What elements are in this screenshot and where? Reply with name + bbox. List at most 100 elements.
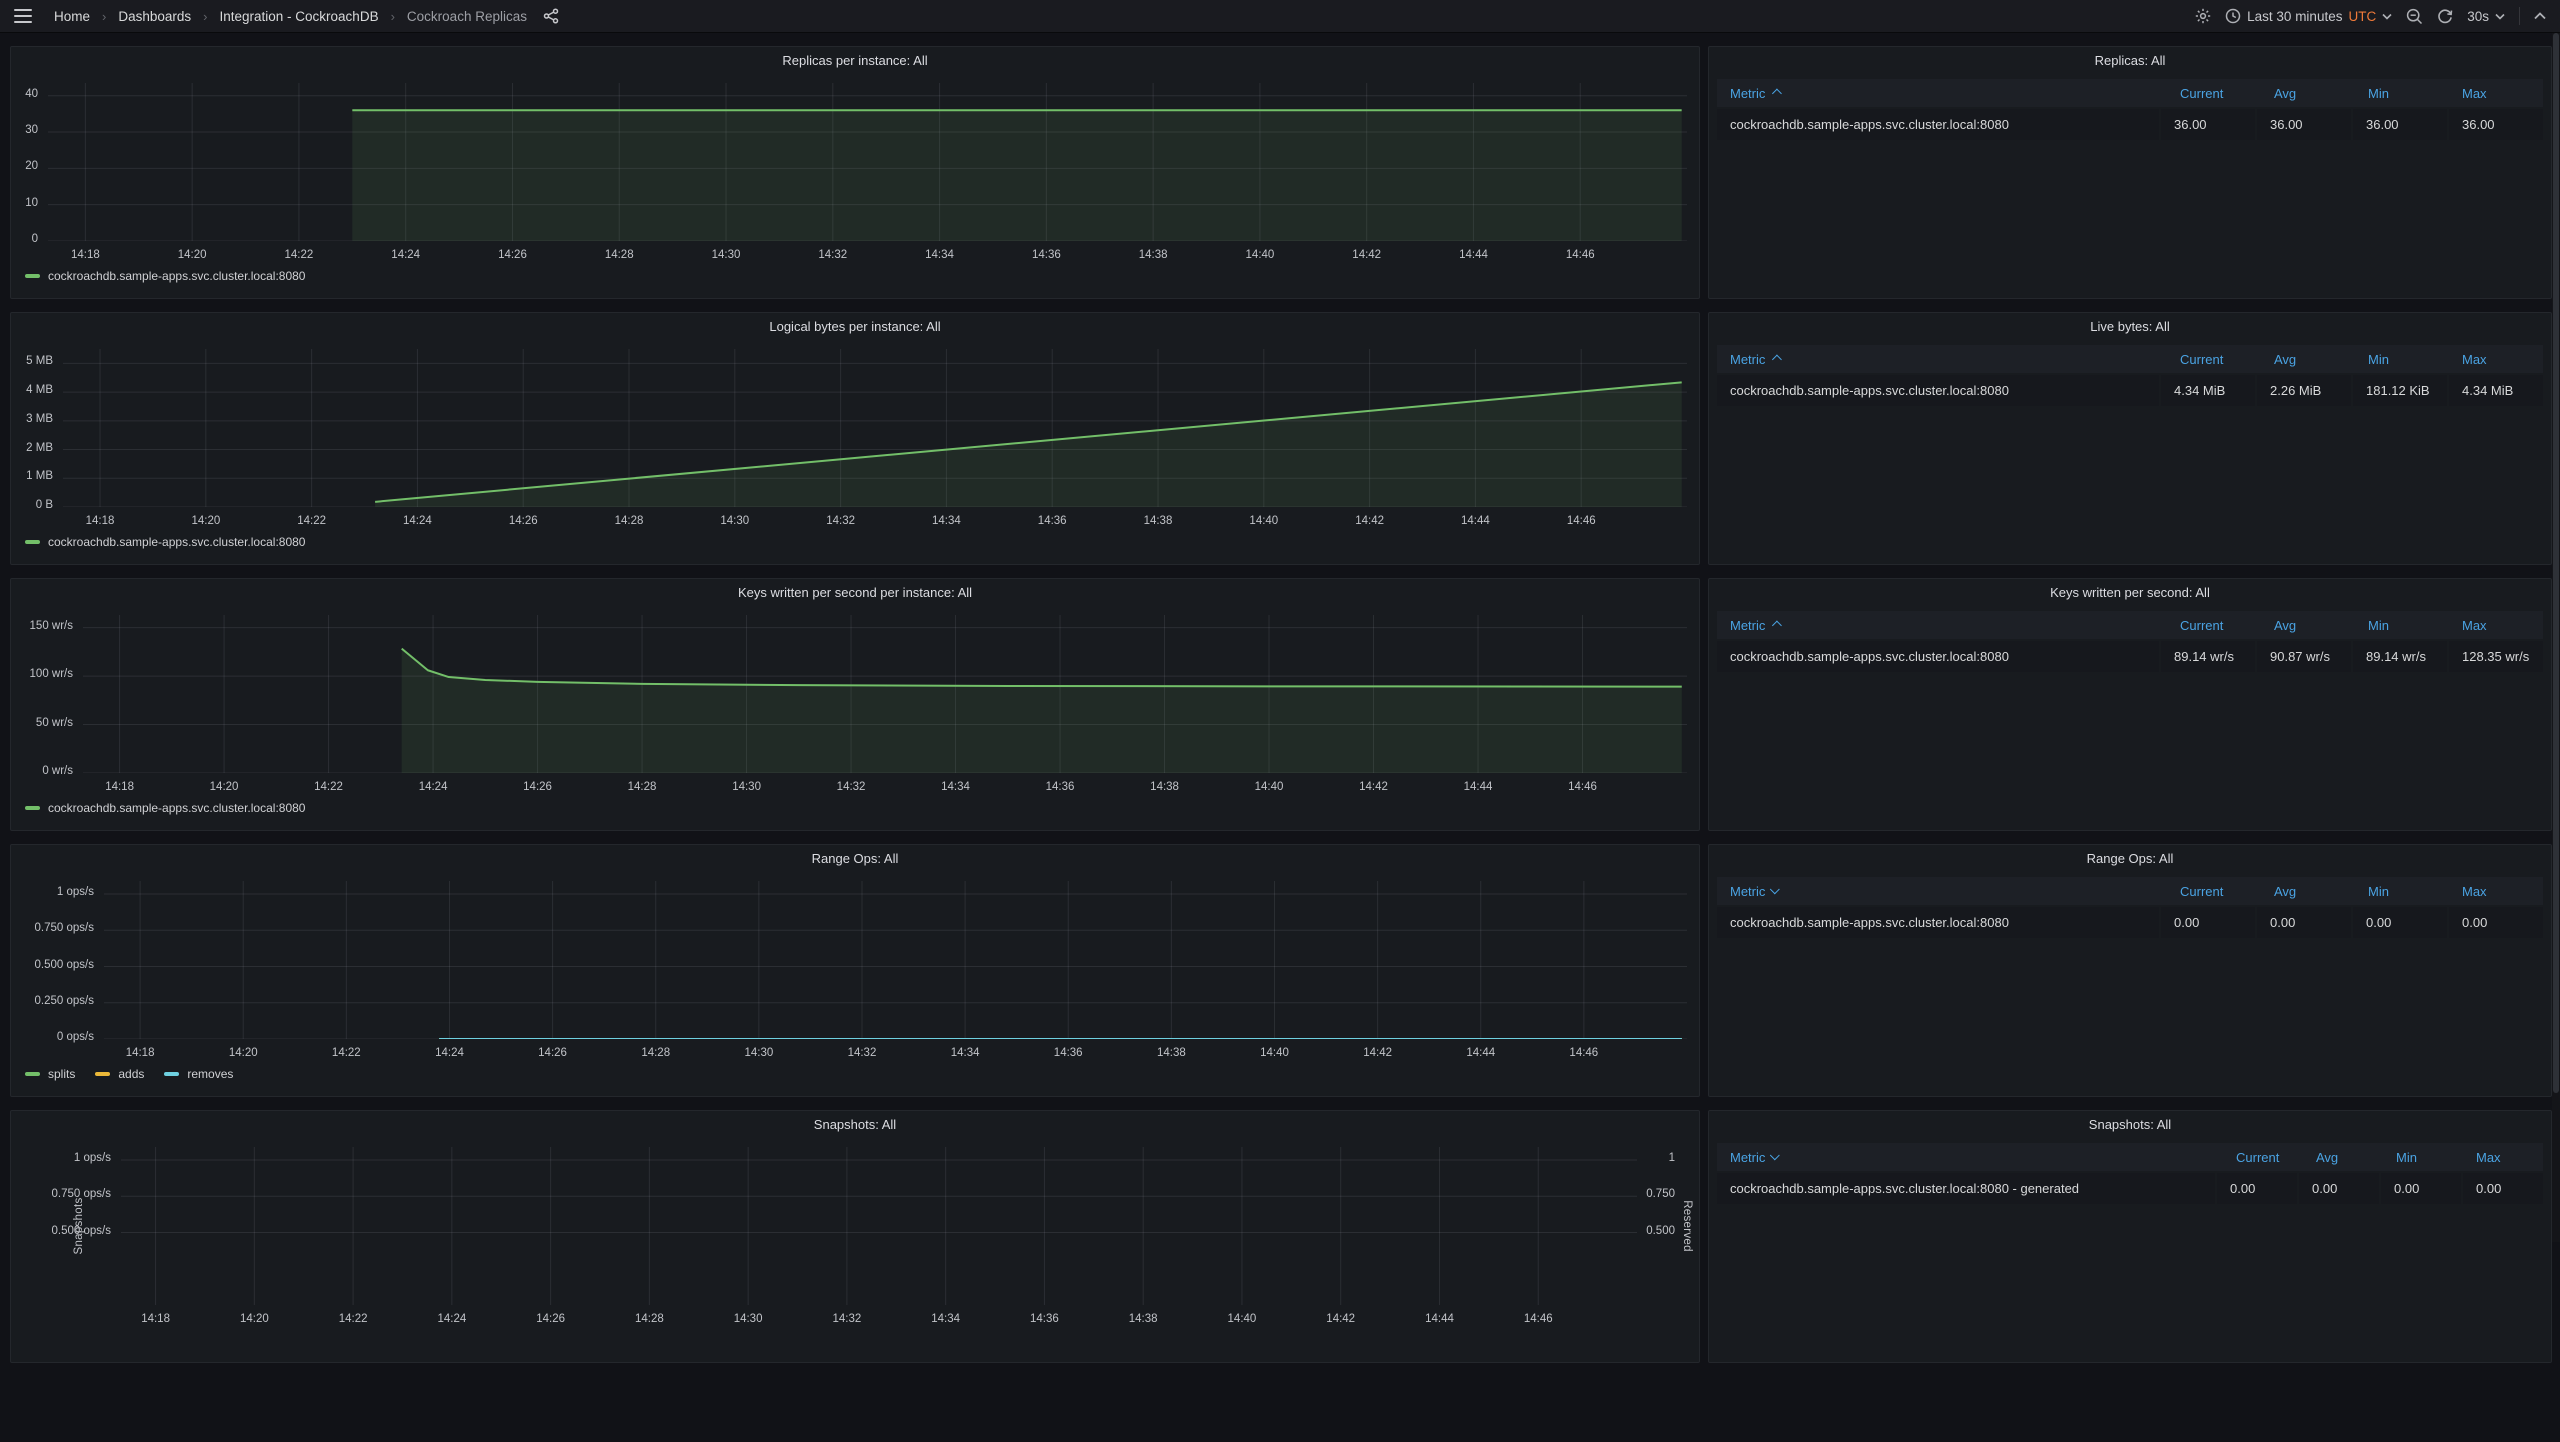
column-header-avg[interactable]: Avg <box>2261 884 2355 899</box>
column-header-avg[interactable]: Avg <box>2303 1150 2383 1165</box>
column-header-avg[interactable]: Avg <box>2261 352 2355 367</box>
x-axis-tick-label: 14:42 <box>1359 781 1388 793</box>
x-axis-tick-label: 14:36 <box>1032 249 1061 261</box>
plot-area[interactable] <box>48 83 1687 241</box>
column-header-avg[interactable]: Avg <box>2261 618 2355 633</box>
column-header-metric[interactable]: Metric <box>1717 1150 2223 1165</box>
column-header-label: Max <box>2462 352 2487 367</box>
panel-title[interactable]: Snapshots: All <box>1709 1111 2551 1139</box>
right-axis-title: Reserved <box>1681 1200 1693 1252</box>
timezone-label[interactable]: UTC <box>2348 9 2376 24</box>
chart-canvas <box>121 1147 1637 1305</box>
x-axis-tick-label: 14:26 <box>498 249 527 261</box>
breadcrumb-dashboards[interactable]: Dashboards <box>118 9 191 24</box>
x-axis-tick-label: 14:44 <box>1461 515 1490 527</box>
chart-canvas <box>63 349 1687 507</box>
column-header-min[interactable]: Min <box>2355 352 2449 367</box>
refresh-icon[interactable] <box>2437 8 2453 24</box>
column-header-label: Max <box>2462 884 2487 899</box>
y-axis-tick-label: 50 wr/s <box>11 717 73 729</box>
column-header-current[interactable]: Current <box>2167 884 2261 899</box>
cell-avg-value: 36.00 <box>2257 109 2351 140</box>
panel-title[interactable]: Range Ops: All <box>1709 845 2551 873</box>
legend-item-cockroachdb-sample-apps-svc-cluster-local-8080[interactable]: cockroachdb.sample-apps.svc.cluster.loca… <box>25 801 305 815</box>
column-header-metric[interactable]: Metric <box>1717 884 2167 899</box>
refresh-interval-dropdown[interactable]: 30s <box>2467 9 2505 24</box>
column-header-metric[interactable]: Metric <box>1717 86 2167 101</box>
column-header-current[interactable]: Current <box>2167 352 2261 367</box>
y-axis-tick-label: 4 MB <box>11 384 53 396</box>
column-header-metric[interactable]: Metric <box>1717 618 2167 633</box>
y-axis-tick-label: 5 MB <box>11 355 53 367</box>
x-axis-tick-label: 14:38 <box>1150 781 1179 793</box>
x-axis-tick-label: 14:22 <box>285 249 314 261</box>
column-header-metric[interactable]: Metric <box>1717 352 2167 367</box>
breadcrumb-dashboard-name[interactable]: Integration - CockroachDB <box>220 9 379 24</box>
column-header-avg[interactable]: Avg <box>2261 86 2355 101</box>
plot-area[interactable] <box>83 615 1687 773</box>
legend-item-cockroachdb-sample-apps-svc-cluster-local-8080[interactable]: cockroachdb.sample-apps.svc.cluster.loca… <box>25 535 305 549</box>
column-header-max[interactable]: Max <box>2449 618 2543 633</box>
x-axis-tick-label: 14:42 <box>1355 515 1384 527</box>
legend-item-splits[interactable]: splits <box>25 1067 75 1081</box>
x-axis-tick-label: 14:34 <box>941 781 970 793</box>
x-axis-tick-label: 14:24 <box>435 1047 464 1059</box>
cell-metric-name: cockroachdb.sample-apps.svc.cluster.loca… <box>1717 375 2159 406</box>
zoom-out-icon[interactable] <box>2406 8 2423 25</box>
panel-title[interactable]: Live bytes: All <box>1709 313 2551 341</box>
breadcrumb-separator: › <box>100 9 108 24</box>
column-header-max[interactable]: Max <box>2463 1150 2543 1165</box>
time-range-picker[interactable]: Last 30 minutes UTC <box>2225 8 2392 24</box>
x-axis-tick-label: 14:30 <box>734 1313 763 1325</box>
page-scrollbar[interactable] <box>2552 33 2560 1242</box>
legend-item-removes[interactable]: removes <box>164 1067 233 1081</box>
dashboard-settings-gear-icon[interactable] <box>2195 8 2211 24</box>
cell-min-value: 0.00 <box>2353 907 2447 938</box>
column-header-min[interactable]: Min <box>2355 618 2449 633</box>
breadcrumb-current-page: Cockroach Replicas <box>407 9 527 24</box>
x-axis-tick-label: 14:18 <box>141 1313 170 1325</box>
share-icon[interactable] <box>543 8 559 24</box>
collapse-navbar-chevron-up-icon[interactable] <box>2534 12 2546 20</box>
panel-title[interactable]: Replicas: All <box>1709 47 2551 75</box>
column-header-min[interactable]: Min <box>2383 1150 2463 1165</box>
column-header-max[interactable]: Max <box>2449 86 2543 101</box>
cell-max-value: 0.00 <box>2449 907 2543 938</box>
time-range-label[interactable]: Last 30 minutes <box>2247 9 2342 24</box>
column-header-max[interactable]: Max <box>2449 352 2543 367</box>
x-axis-tick-label: 14:26 <box>523 781 552 793</box>
plot-area[interactable] <box>63 349 1687 507</box>
column-header-min[interactable]: Min <box>2355 884 2449 899</box>
x-axis-tick-label: 14:26 <box>536 1313 565 1325</box>
legend-label: cockroachdb.sample-apps.svc.cluster.loca… <box>48 535 305 549</box>
column-header-label: Min <box>2368 884 2389 899</box>
legend-item-cockroachdb-sample-apps-svc-cluster-local-8080[interactable]: cockroachdb.sample-apps.svc.cluster.loca… <box>25 269 305 283</box>
x-axis-tick-label: 14:20 <box>210 781 239 793</box>
y-axis-tick-label: 0 <box>11 233 38 245</box>
column-header-current[interactable]: Current <box>2167 86 2261 101</box>
y-axis-tick-label: 0.500 ops/s <box>11 959 94 971</box>
legend-item-adds[interactable]: adds <box>95 1067 144 1081</box>
x-axis-tick-label: 14:26 <box>509 515 538 527</box>
scrollbar-thumb[interactable] <box>2553 33 2559 1093</box>
column-header-max[interactable]: Max <box>2449 884 2543 899</box>
breadcrumb-home[interactable]: Home <box>54 9 90 24</box>
x-axis-tick-label: 14:42 <box>1352 249 1381 261</box>
plot-area[interactable] <box>121 1147 1637 1305</box>
cell-min-value: 36.00 <box>2353 109 2447 140</box>
column-header-min[interactable]: Min <box>2355 86 2449 101</box>
column-header-label: Metric <box>1730 352 1765 367</box>
column-header-current[interactable]: Current <box>2223 1150 2303 1165</box>
column-header-current[interactable]: Current <box>2167 618 2261 633</box>
x-axis-tick-label: 14:20 <box>191 515 220 527</box>
cell-max-value: 4.34 MiB <box>2449 375 2543 406</box>
menu-icon[interactable] <box>14 9 32 23</box>
plot-area[interactable] <box>104 881 1687 1039</box>
x-axis-tick-label: 14:30 <box>720 515 749 527</box>
panel-title[interactable]: Keys written per second: All <box>1709 579 2551 607</box>
